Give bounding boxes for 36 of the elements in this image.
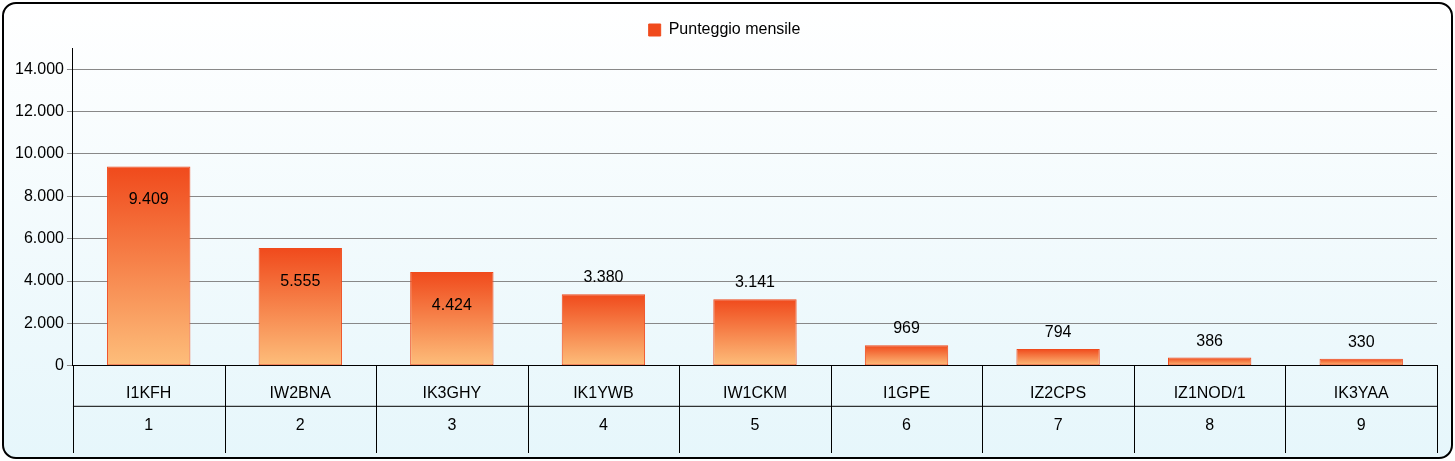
x-tick-label: I1KFH — [126, 383, 172, 401]
text: 5 — [750, 416, 760, 434]
x-tick-label: IK1YWB — [573, 383, 634, 401]
data-label: 386 — [1196, 331, 1224, 349]
data-label: 5.555 — [280, 272, 321, 290]
x-tick-label: IK3GHY — [422, 383, 482, 401]
data-label: 794 — [1044, 322, 1072, 340]
y-tick-label: 2.000 — [23, 313, 65, 331]
x-tick-label: IZ1NOD/1 — [1173, 383, 1246, 401]
text: 9 — [1356, 416, 1366, 434]
y-tick-label: 6.000 — [23, 229, 65, 247]
y-tick-label: 8.000 — [23, 186, 65, 204]
legend-label: Punteggio mensile — [668, 20, 801, 38]
text: 6 — [902, 416, 912, 434]
x-tick-label: IW1CKM — [722, 383, 787, 401]
data-label: 969 — [893, 319, 920, 337]
text: 3 — [447, 416, 457, 434]
text: 1 — [144, 416, 154, 434]
text: 8 — [1205, 416, 1215, 434]
data-label: 330 — [1347, 332, 1375, 350]
y-tick-label: 14.000 — [15, 59, 65, 77]
data-label: 4.424 — [431, 296, 472, 314]
text: 4 — [598, 416, 608, 434]
y-tick-label: 12.000 — [15, 101, 65, 119]
data-label: 3.380 — [583, 268, 624, 286]
text: 2 — [295, 416, 305, 434]
data-label: 9.409 — [128, 190, 169, 208]
text: 7 — [1053, 416, 1063, 434]
x-tick-label: IK3YAA — [1333, 383, 1389, 401]
data-label: 3.141 — [734, 273, 776, 291]
x-tick-label: IW2BNA — [269, 383, 332, 401]
x-tick-label: IZ2CPS — [1030, 383, 1087, 401]
y-tick-label: 10.000 — [15, 144, 65, 162]
y-tick-label: 4.000 — [23, 271, 65, 289]
y-tick-label: 0 — [55, 356, 65, 374]
x-tick-label: I1GPE — [882, 383, 931, 401]
